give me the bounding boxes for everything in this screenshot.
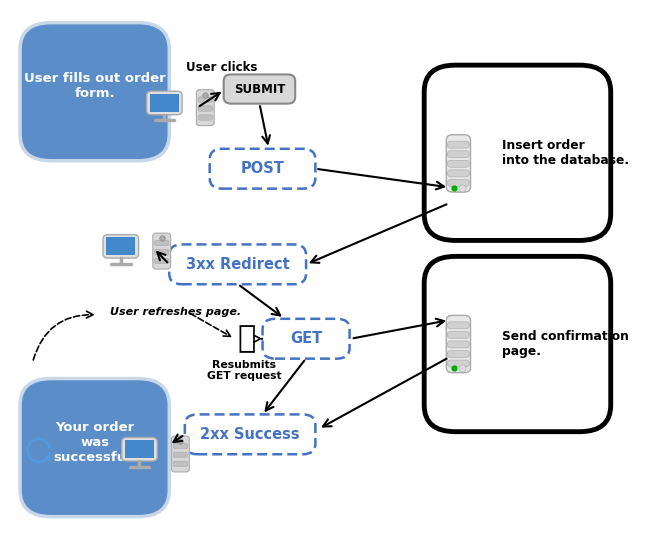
FancyBboxPatch shape bbox=[197, 90, 214, 125]
FancyBboxPatch shape bbox=[447, 350, 470, 357]
FancyBboxPatch shape bbox=[198, 106, 212, 111]
FancyBboxPatch shape bbox=[155, 240, 169, 246]
FancyBboxPatch shape bbox=[447, 160, 470, 167]
FancyBboxPatch shape bbox=[447, 360, 470, 367]
FancyBboxPatch shape bbox=[185, 414, 315, 454]
FancyBboxPatch shape bbox=[172, 436, 189, 472]
FancyBboxPatch shape bbox=[210, 149, 315, 189]
FancyBboxPatch shape bbox=[446, 316, 471, 373]
Text: User clicks: User clicks bbox=[187, 61, 258, 74]
Text: 2xx Success: 2xx Success bbox=[200, 427, 300, 442]
FancyBboxPatch shape bbox=[447, 322, 470, 329]
Text: Send confirmation
page.: Send confirmation page. bbox=[502, 330, 629, 358]
Text: User refreshes page.: User refreshes page. bbox=[110, 307, 242, 317]
Text: GET: GET bbox=[290, 331, 322, 346]
FancyBboxPatch shape bbox=[125, 441, 154, 458]
FancyBboxPatch shape bbox=[121, 437, 157, 461]
Text: User fills out order
form.: User fills out order form. bbox=[24, 73, 165, 100]
FancyBboxPatch shape bbox=[150, 94, 179, 112]
FancyBboxPatch shape bbox=[20, 379, 169, 517]
FancyBboxPatch shape bbox=[447, 179, 470, 186]
FancyBboxPatch shape bbox=[155, 249, 169, 255]
FancyBboxPatch shape bbox=[447, 141, 470, 148]
FancyBboxPatch shape bbox=[198, 97, 212, 102]
FancyBboxPatch shape bbox=[447, 332, 470, 339]
FancyBboxPatch shape bbox=[20, 22, 169, 161]
FancyBboxPatch shape bbox=[447, 170, 470, 177]
Text: Your order
was
successful.: Your order was successful. bbox=[53, 421, 136, 464]
FancyBboxPatch shape bbox=[263, 319, 349, 359]
FancyBboxPatch shape bbox=[155, 258, 169, 264]
FancyBboxPatch shape bbox=[173, 461, 187, 467]
FancyBboxPatch shape bbox=[424, 256, 611, 431]
FancyBboxPatch shape bbox=[424, 65, 611, 240]
FancyBboxPatch shape bbox=[146, 91, 182, 115]
FancyBboxPatch shape bbox=[173, 452, 187, 458]
Text: Insert order
into the database.: Insert order into the database. bbox=[502, 139, 629, 167]
Text: 3xx Redirect: 3xx Redirect bbox=[186, 257, 289, 272]
FancyBboxPatch shape bbox=[106, 238, 135, 255]
FancyBboxPatch shape bbox=[173, 443, 187, 449]
Text: 👍: 👍 bbox=[238, 324, 256, 353]
FancyBboxPatch shape bbox=[198, 115, 212, 120]
FancyBboxPatch shape bbox=[446, 135, 471, 192]
Text: Resubmits
GET request: Resubmits GET request bbox=[206, 360, 281, 381]
Text: POST: POST bbox=[240, 161, 285, 176]
FancyBboxPatch shape bbox=[224, 74, 295, 104]
FancyBboxPatch shape bbox=[103, 234, 138, 258]
Text: SUBMIT: SUBMIT bbox=[234, 83, 285, 96]
FancyBboxPatch shape bbox=[169, 245, 306, 284]
FancyBboxPatch shape bbox=[447, 341, 470, 348]
FancyBboxPatch shape bbox=[153, 233, 170, 269]
FancyBboxPatch shape bbox=[447, 151, 470, 158]
